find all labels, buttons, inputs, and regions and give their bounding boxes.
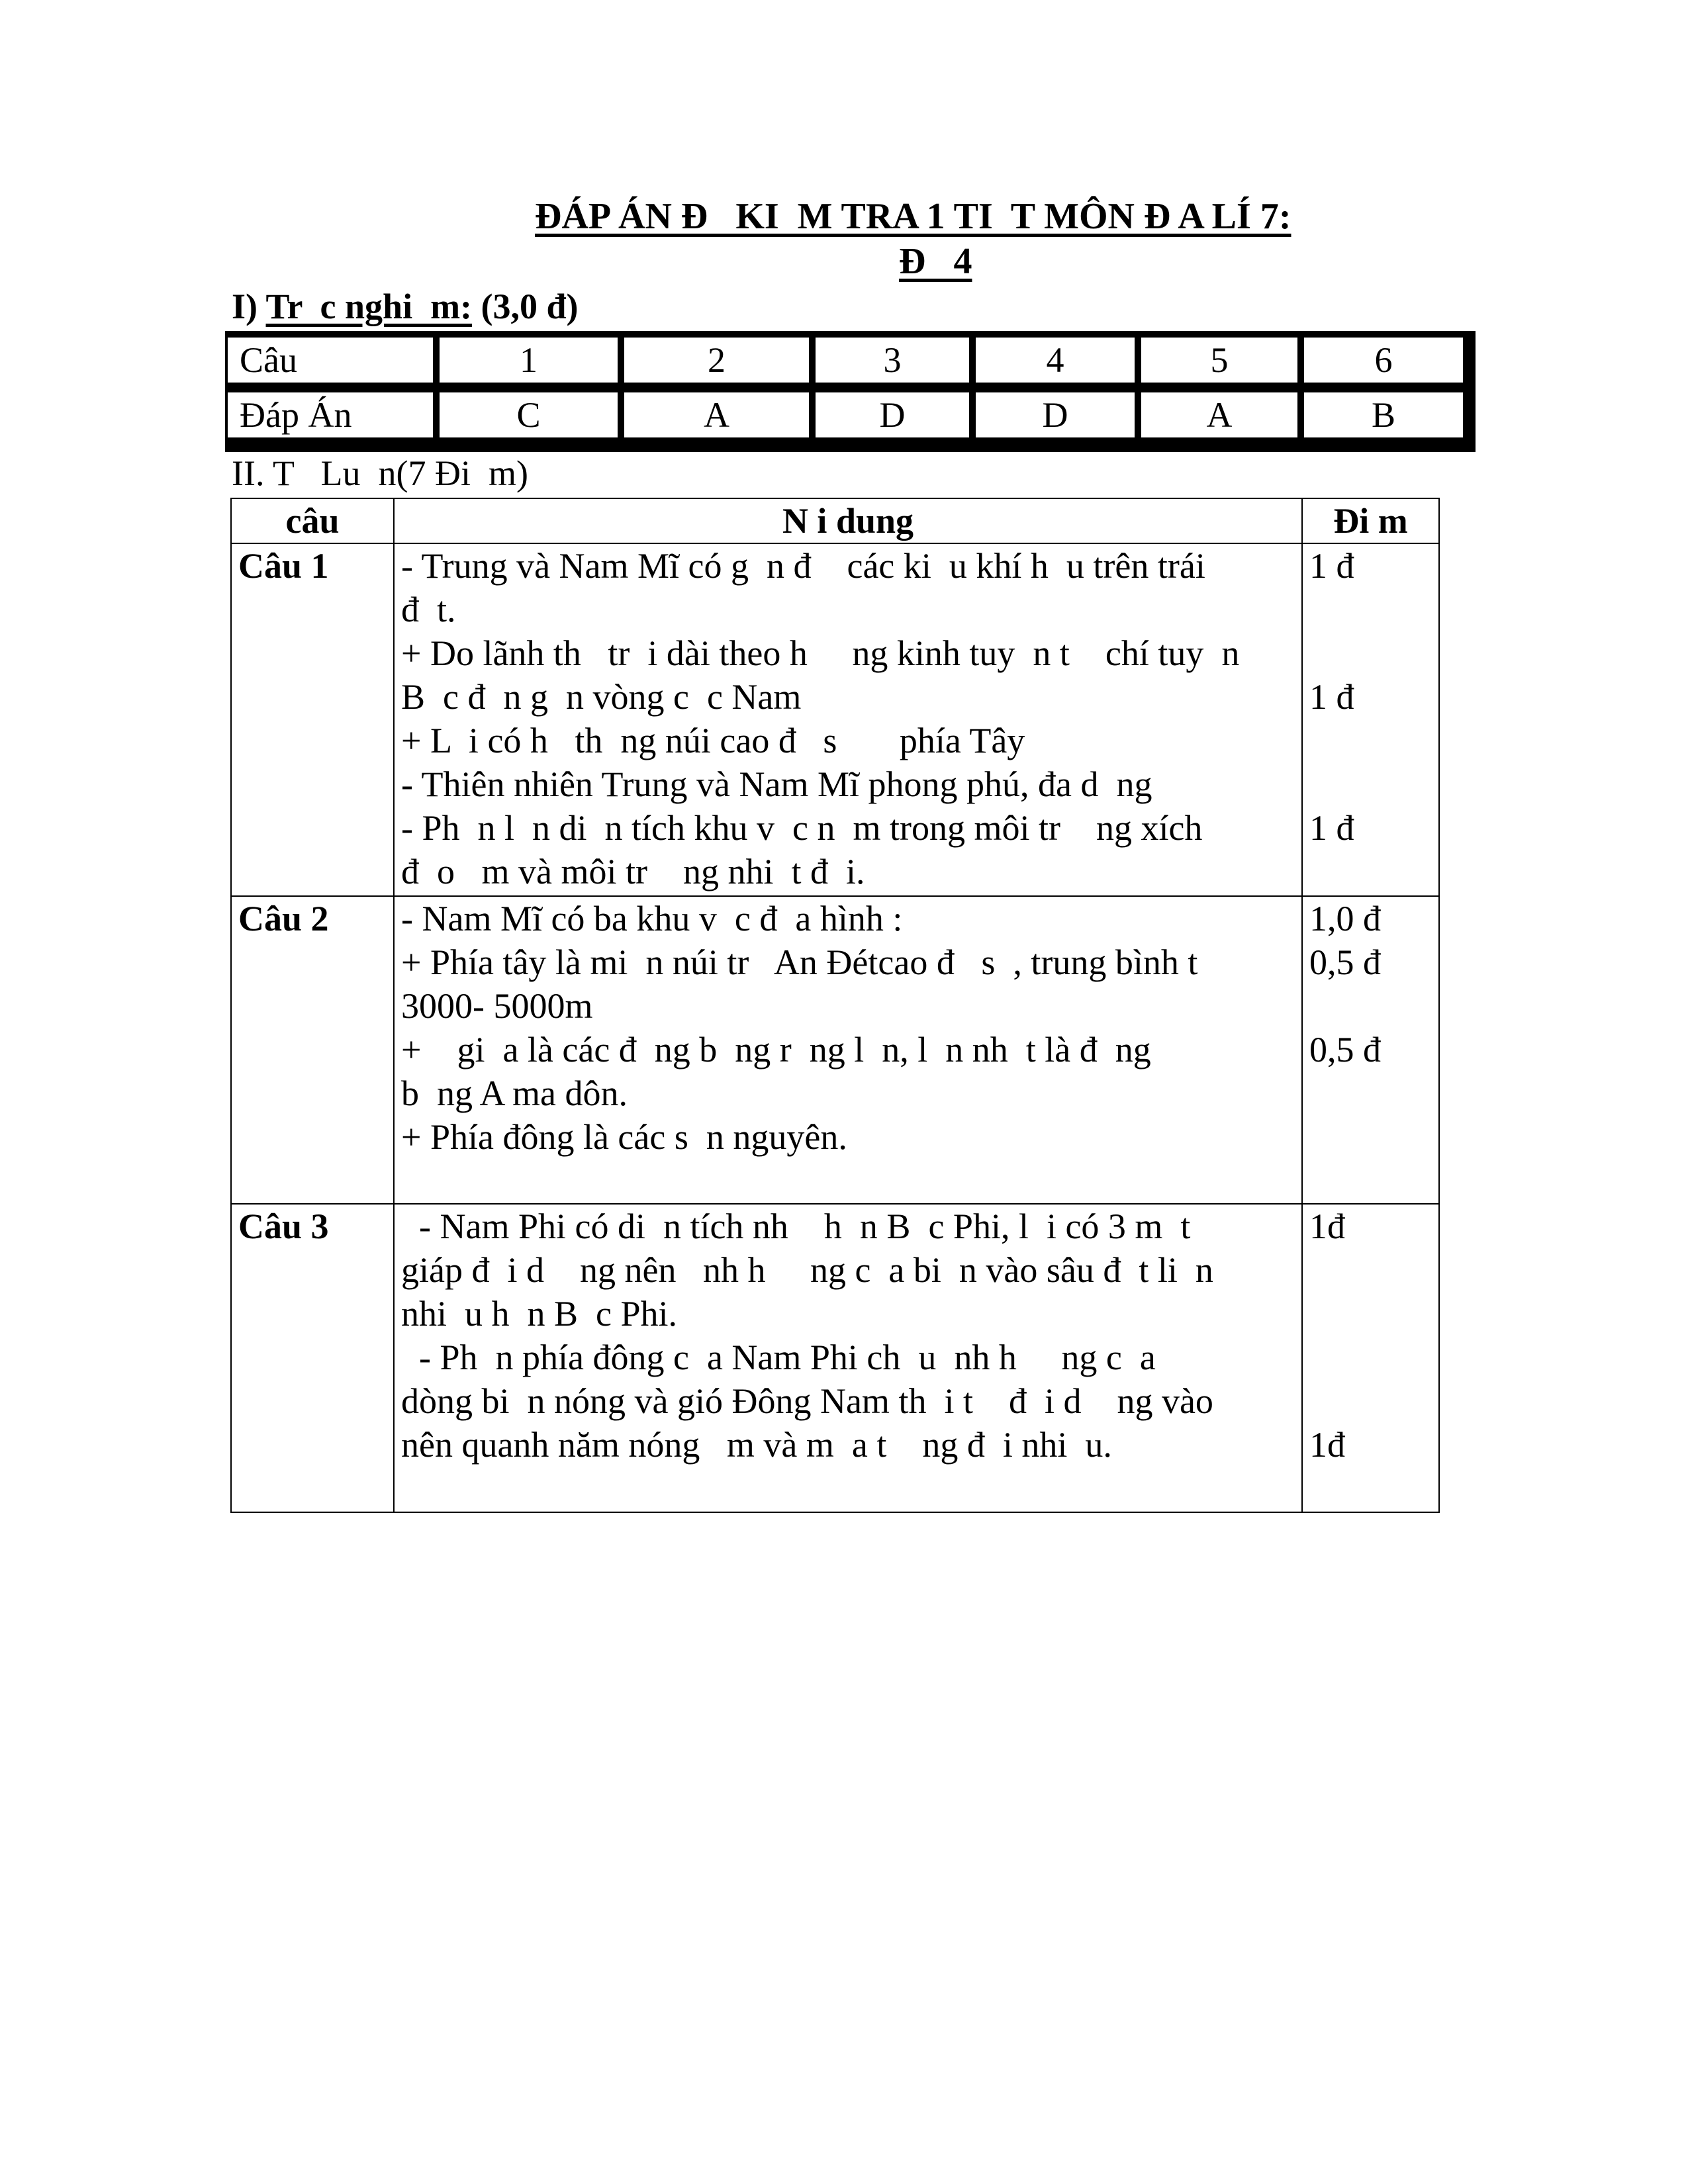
content-line: + gi a là các đ ng b ng r ng l n, l n nh… (401, 1030, 1151, 1069)
points-value (1309, 631, 1432, 675)
content-line: + Phía đông là các s n nguyên. (401, 1117, 847, 1157)
content-cell: - Trung và Nam Mĩ có g n đ các ki u khí … (393, 543, 1303, 897)
quiz-cell: 4 (976, 338, 1139, 390)
quiz-cell: 6 (1304, 338, 1467, 390)
points-value (1309, 1159, 1432, 1203)
points-value (1309, 762, 1432, 806)
points-value: 0,5 đ (1309, 942, 1381, 982)
table-header-row: câu N i dung Đi m (230, 498, 1440, 544)
content-line: đ t. (401, 590, 456, 629)
content-line: - Trung và Nam Mĩ có g n đ các ki u khí … (401, 546, 1205, 586)
points-value (1309, 984, 1432, 1028)
table-row: Câu 2 - Nam Mĩ có ba khu v c đ a hình : + … (230, 895, 1440, 1205)
section-2-heading: II. T Lu n(7 Đi m) (232, 453, 528, 493)
content-line: đ o m và môi tr ng nhi t đ i. (401, 852, 865, 891)
header-content: N i dung (393, 498, 1303, 544)
points-value: 1,0 đ (1309, 899, 1381, 938)
points-value (1309, 850, 1432, 893)
quiz-cell: 2 (624, 338, 813, 390)
points-value (1309, 1467, 1432, 1510)
page-subtitle: Đ 4 (899, 241, 972, 282)
points-value: 1đ (1309, 1206, 1345, 1246)
points-value: 1 đ (1309, 546, 1354, 586)
points-value (1309, 588, 1432, 631)
quiz-cell: 3 (816, 338, 973, 390)
content-line: dòng bi n nóng và gió Đông Nam th i t đ … (401, 1381, 1213, 1421)
header-question: câu (230, 498, 395, 544)
quiz-cell: 1 (440, 338, 622, 390)
content-line: + Phía tây là mi n núi tr An Đétcao đ s … (401, 942, 1198, 982)
quiz-cell: Câu (228, 338, 437, 390)
quiz-answer-table: Câu 1 2 3 4 5 6 Đáp Án C A D D A B (225, 331, 1476, 452)
content-line (401, 1159, 1295, 1203)
quiz-cell: 5 (1141, 338, 1301, 390)
points-cell: 1,0 đ 0,5 đ 0,5 đ (1301, 895, 1440, 1205)
points-value (1309, 1379, 1432, 1423)
question-label: Câu 3 (238, 1206, 329, 1246)
section-1-suffix: (3,0 đ) (472, 287, 579, 326)
content-line: - Ph n phía đông c a Nam Phi ch u nh h n… (401, 1338, 1156, 1377)
content-line: 3000- 5000m (401, 986, 593, 1026)
points-value (1309, 719, 1432, 762)
content-line: - Nam Phi có di n tích nh h n B c Phi, l… (401, 1206, 1191, 1246)
quiz-cell: B (1304, 392, 1467, 445)
table-row: Câu 3 - Nam Phi có di n tích nh h n B c … (230, 1203, 1440, 1513)
quiz-cell: Đáp Án (228, 392, 437, 445)
points-value (1309, 1071, 1432, 1115)
page-title: ĐÁP ÁN Đ KI M TRA 1 TI T MÔN Đ A LÍ 7: (535, 196, 1291, 237)
points-value: 1đ (1309, 1425, 1345, 1465)
content-cell: - Nam Mĩ có ba khu v c đ a hình : + Phía … (393, 895, 1303, 1205)
question-cell: Câu 2 (230, 895, 395, 1205)
points-value (1309, 1248, 1432, 1292)
content-line: nên quanh năm nóng m và m a t ng đ i nhi… (401, 1425, 1112, 1465)
points-cell: 1đ 1đ (1301, 1203, 1440, 1513)
content-line: giáp đ i d ng nên nh h ng c a bi n vào s… (401, 1250, 1213, 1290)
content-line: b ng A ma dôn. (401, 1073, 628, 1113)
points-value: 1 đ (1309, 677, 1354, 717)
content-line: + L i có h th ng núi cao đ s phía Tây (401, 721, 1025, 760)
quiz-cell: A (1141, 392, 1301, 445)
quiz-cell: D (976, 392, 1139, 445)
table-row: Câu 1 - Trung và Nam Mĩ có g n đ các ki u… (230, 543, 1440, 897)
question-label: Câu 1 (238, 546, 329, 586)
points-value (1309, 1336, 1432, 1379)
header-points: Đi m (1301, 498, 1440, 544)
points-value (1309, 1115, 1432, 1159)
quiz-cell: D (816, 392, 973, 445)
content-cell: - Nam Phi có di n tích nh h n B c Phi, l… (393, 1203, 1303, 1513)
quiz-row: Câu 1 2 3 4 5 6 (228, 338, 1473, 390)
content-line: nhi u h n B c Phi. (401, 1294, 678, 1334)
section-1-prefix: I) (232, 287, 266, 326)
content-line: - Nam Mĩ có ba khu v c đ a hình : (401, 899, 903, 938)
question-cell: Câu 3 (230, 1203, 395, 1513)
quiz-row: Đáp Án C A D D A B (228, 392, 1473, 445)
quiz-cell: A (624, 392, 813, 445)
points-value: 1 đ (1309, 808, 1354, 848)
question-label: Câu 2 (238, 899, 329, 938)
content-line: - Thiên nhiên Trung và Nam Mĩ phong phú,… (401, 764, 1152, 804)
content-line: B c đ n g n vòng c c Nam (401, 677, 802, 717)
content-line: + Do lãnh th tr i dài theo h ng kinh tuy… (401, 633, 1240, 673)
content-line (401, 1467, 1295, 1510)
section-1-heading: I) Tr c nghi m: (3,0 đ) (232, 286, 579, 327)
question-cell: Câu 1 (230, 543, 395, 897)
points-cell: 1 đ 1 đ 1 đ (1301, 543, 1440, 897)
points-value (1309, 1292, 1432, 1336)
quiz-cell: C (440, 392, 622, 445)
essay-answer-table: câu N i dung Đi m Câu 1 - Trung và Nam Mĩ… (230, 498, 1440, 1513)
section-1-label: Tr c nghi m: (265, 287, 473, 326)
content-line: - Ph n l n di n tích khu v c n m trong m… (401, 808, 1203, 848)
points-value: 0,5 đ (1309, 1030, 1381, 1069)
